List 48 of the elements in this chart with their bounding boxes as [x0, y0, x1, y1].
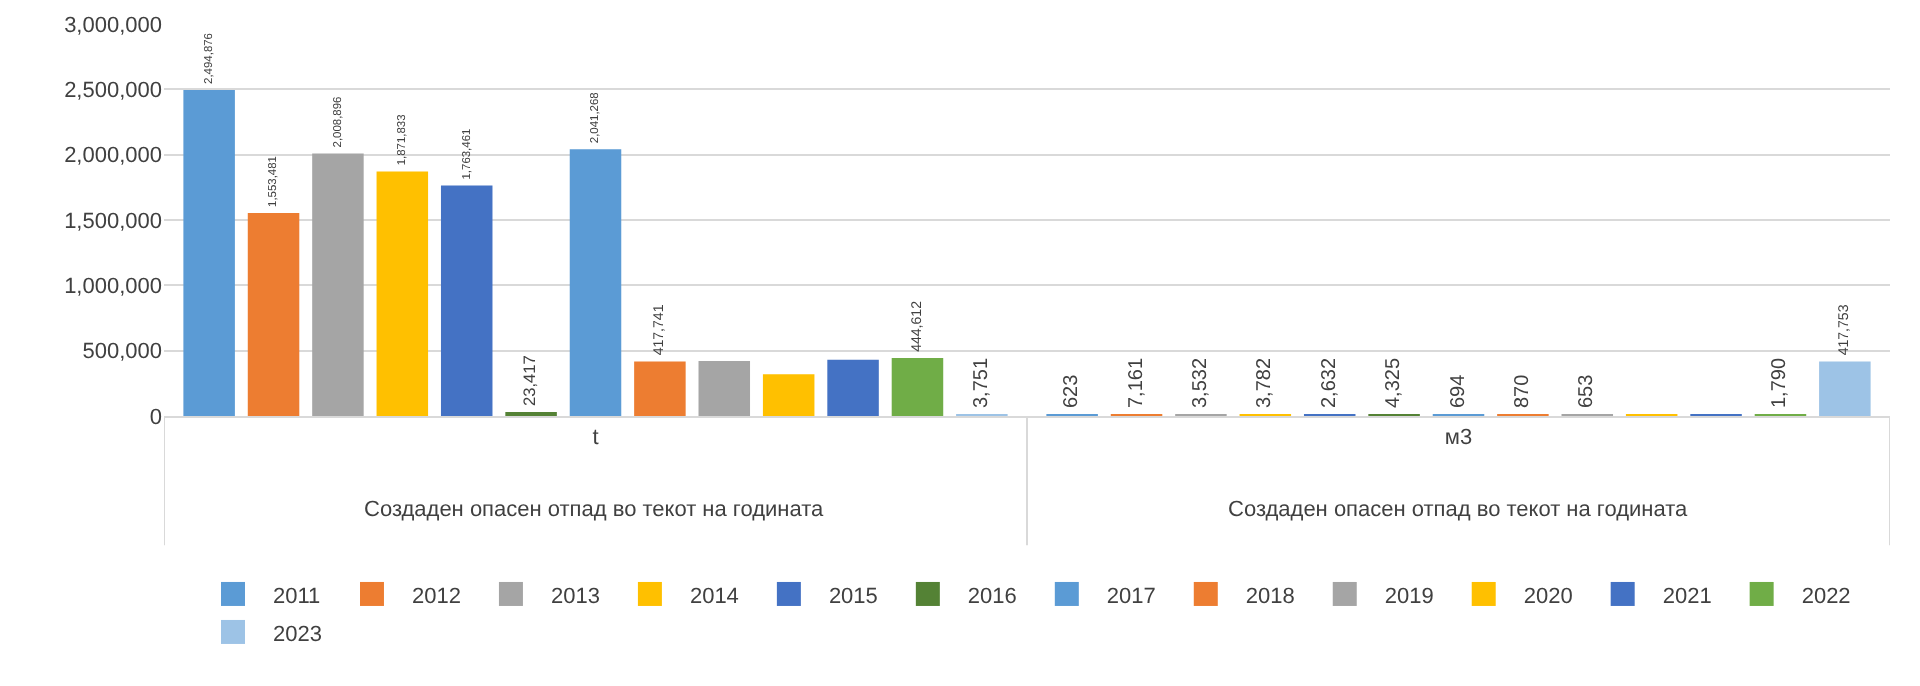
- y-tick-label: 2,000,000: [64, 144, 162, 169]
- data-label: 7,161: [1125, 357, 1148, 408]
- y-tick-label: 3,000,000: [64, 13, 162, 38]
- data-label: 3,751: [970, 357, 993, 408]
- bar: [376, 171, 429, 416]
- data-label: 623: [1061, 373, 1084, 408]
- y-tick-label: 0: [149, 405, 162, 430]
- y-tick-label: 1,000,000: [64, 275, 162, 300]
- legend-label: 2016: [967, 584, 1017, 609]
- data-label: 2,632: [1318, 357, 1341, 408]
- y-tick-label: 2,500,000: [64, 79, 162, 104]
- bar: [698, 361, 751, 416]
- legend-label: 2014: [689, 584, 739, 609]
- legend-label: 2013: [550, 584, 600, 609]
- legend-label: 2019: [1384, 584, 1434, 609]
- legend-label: 2012: [411, 584, 461, 609]
- data-label: 653: [1576, 373, 1599, 408]
- y-tick-label: 500,000: [82, 340, 162, 365]
- legend-label: 2018: [1245, 584, 1295, 609]
- data-label: 694: [1447, 373, 1470, 408]
- legend-label: 2017: [1106, 584, 1156, 609]
- legend-label: 2015: [828, 584, 878, 609]
- text: Создаден опасен отпад во текот на годината: [364, 498, 825, 522]
- legend-label: 2020: [1523, 584, 1573, 609]
- data-label: 3,532: [1189, 357, 1212, 408]
- bar: [762, 374, 815, 416]
- x-tick-label: м3: [1444, 426, 1473, 451]
- legend-label: 2021: [1662, 584, 1712, 609]
- bar: [634, 361, 686, 416]
- data-label: 1,790: [1769, 357, 1792, 408]
- data-label: 23,417: [519, 354, 540, 406]
- legend-label: 2022: [1801, 584, 1851, 609]
- legend-label: 2023: [273, 622, 322, 647]
- legend-label: 2011: [273, 584, 321, 609]
- bar: [440, 185, 493, 416]
- bar: [827, 359, 879, 416]
- bar: [312, 153, 364, 416]
- x-tick-label: t: [592, 426, 599, 451]
- y-tick-label: 1,500,000: [64, 209, 162, 234]
- bar: [247, 213, 300, 416]
- bar: [891, 357, 944, 416]
- bar: [569, 149, 622, 416]
- data-label: 4,325: [1383, 357, 1406, 408]
- data-label: 3,782: [1254, 357, 1277, 408]
- data-label: 870: [1511, 373, 1534, 408]
- text: Создаден опасен отпад во текот на годината: [1228, 498, 1689, 522]
- bar: [183, 90, 235, 416]
- bar: [1819, 361, 1871, 416]
